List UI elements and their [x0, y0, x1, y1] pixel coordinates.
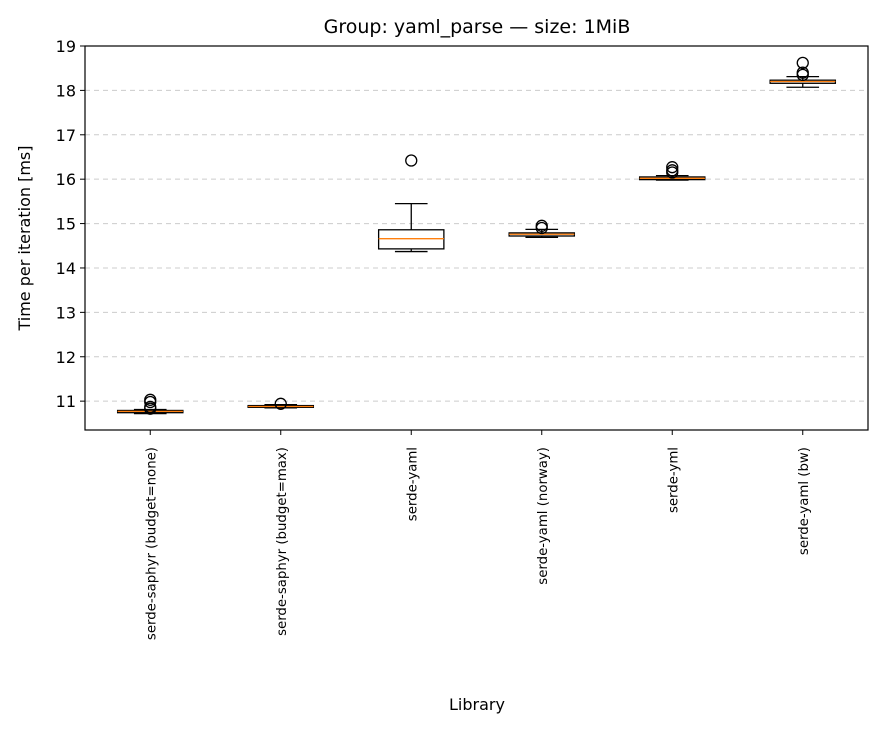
y-tick-label: 11 [56, 392, 76, 411]
x-axis-ticks: serde-saphyr (budget=none) serde-saphyr (… [144, 430, 812, 640]
plot-area-frame [84, 45, 869, 431]
outlier-point [666, 164, 679, 177]
y-tick-label: 12 [56, 348, 76, 367]
outlier-point [666, 161, 679, 174]
outlier-point [144, 400, 157, 414]
y-tick-label: 19 [56, 37, 76, 56]
outlier-point [274, 397, 287, 410]
x-axis-title: Library [449, 695, 505, 714]
box-group [508, 219, 576, 238]
outlier-point [535, 219, 548, 232]
box-group [769, 56, 837, 88]
y-tick-label: 15 [56, 215, 76, 234]
box-group [247, 397, 315, 410]
y-tick-label: 16 [56, 170, 76, 189]
box-plots [116, 56, 837, 415]
y-tick-label: 13 [56, 303, 76, 322]
y-axis-ticks: 11 12 13 14 15 16 17 18 19 [56, 37, 85, 411]
box-group [377, 154, 445, 253]
y-tick-label: 14 [56, 259, 76, 278]
outlier-point [405, 154, 418, 167]
x-tick-label: serde-saphyr (budget=max) [275, 447, 290, 636]
grid-lines [85, 45, 868, 402]
y-axis-title: Time per iteration [ms] [15, 146, 34, 332]
x-tick-label: serde-saphyr (budget=none) [144, 447, 159, 640]
box [377, 229, 445, 250]
y-tick-label: 18 [56, 81, 76, 100]
outlier-point [796, 66, 809, 79]
chart-title: Group: yaml_parse — size: 1MiB [324, 16, 631, 38]
y-tick-label: 17 [56, 126, 76, 145]
x-tick-label: serde-yml [666, 447, 681, 513]
box-group [116, 393, 184, 415]
x-tick-label: serde-yaml (bw) [797, 447, 812, 555]
x-tick-label: serde-yaml (norway) [536, 447, 551, 585]
x-tick-label: serde-yaml [405, 447, 420, 521]
box-group [638, 161, 706, 181]
outlier-point [144, 393, 157, 406]
outlier-point [796, 56, 809, 70]
